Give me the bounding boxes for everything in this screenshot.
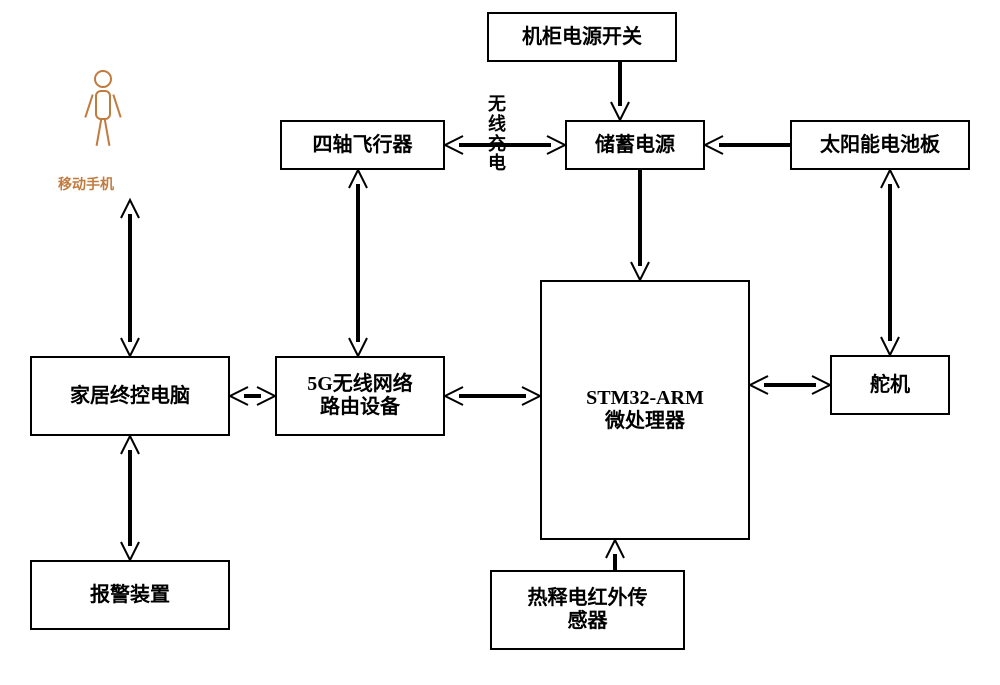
node-stm32-arm: STM32-ARM 微处理器: [540, 280, 750, 540]
node-label: 热释电红外传 感器: [528, 587, 648, 633]
node-label: 机柜电源开关: [522, 26, 642, 49]
node-label: STM32-ARM 微处理器: [586, 387, 704, 433]
diagram-stage: 机柜电源开关 储蓄电源 太阳能电池板 四轴飞行器 STM32-ARM 微处理器 …: [0, 0, 1000, 685]
node-label: 5G无线网络 路由设备: [307, 373, 413, 419]
node-solar-panel: 太阳能电池板: [790, 120, 970, 170]
node-alarm: 报警装置: [30, 560, 230, 630]
node-label: 太阳能电池板: [820, 134, 940, 157]
node-storage-power: 储蓄电源: [565, 120, 705, 170]
node-label: 储蓄电源: [595, 134, 675, 157]
node-quadcopter: 四轴飞行器: [280, 120, 445, 170]
label-mobile-phone: 移动手机: [58, 178, 114, 193]
person-icon: [78, 70, 128, 160]
node-pir-sensor: 热释电红外传 感器: [490, 570, 685, 650]
node-label: 四轴飞行器: [313, 134, 413, 157]
node-label: 舵机: [870, 374, 910, 397]
node-home-computer: 家居终控电脑: [30, 356, 230, 436]
label-wireless-charging: 无 线 充 电: [488, 95, 506, 174]
node-label: 家居终控电脑: [70, 385, 190, 408]
node-5g-router: 5G无线网络 路由设备: [275, 356, 445, 436]
node-servo: 舵机: [830, 355, 950, 415]
node-cabinet-power-switch: 机柜电源开关: [487, 12, 677, 62]
node-label: 报警装置: [90, 584, 170, 607]
